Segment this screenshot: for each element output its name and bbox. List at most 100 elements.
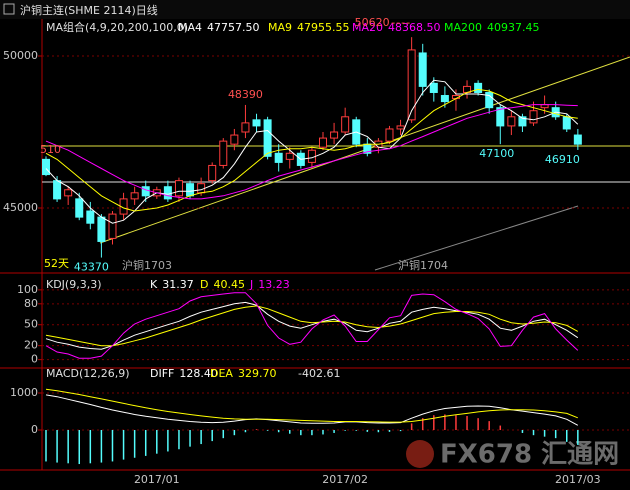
series-line	[45, 388, 578, 423]
candle-body	[263, 119, 272, 157]
legend-name: DIFF	[150, 367, 174, 380]
legend-value: 40937.45	[487, 21, 540, 34]
candle-body	[485, 91, 494, 109]
data-label: 48390	[228, 88, 263, 101]
panel-title: KDJ(9,3,3)	[46, 278, 102, 291]
legend-name: MA200	[444, 21, 482, 34]
candle-body	[108, 213, 117, 239]
legend-name: K	[150, 278, 158, 291]
candle-body	[64, 189, 73, 197]
candle-body	[75, 198, 84, 218]
title-bar	[0, 0, 630, 19]
legend-name: MA20	[352, 21, 383, 34]
legend-name: D	[200, 278, 208, 291]
legend-value: 31.37	[162, 278, 194, 291]
candle-body	[42, 158, 50, 176]
annotation: 510	[40, 143, 61, 156]
y-tick-label: 80	[24, 297, 38, 310]
legend-entry: K 31.37	[150, 278, 194, 291]
legend-value: 128.40	[179, 367, 218, 380]
candle-body	[496, 107, 505, 127]
data-label: 47100	[479, 147, 514, 160]
candle-body	[429, 82, 438, 93]
legend-title: MA组合(4,9,20,200,100,0)	[46, 20, 188, 34]
candle-body	[330, 131, 339, 139]
legend-entry: D 40.45	[200, 278, 245, 291]
candle-body	[219, 140, 228, 166]
candle-body	[418, 52, 427, 87]
legend-name: DEA	[210, 367, 233, 380]
candle-body	[97, 216, 106, 242]
y-tick-label: 0	[31, 423, 38, 436]
candle-body	[562, 116, 571, 130]
candle-body	[396, 125, 405, 130]
candle-body	[440, 95, 449, 103]
candle-body	[174, 180, 183, 197]
y-tick-label: 20	[24, 339, 38, 352]
x-tick-label: 2017/02	[322, 473, 368, 486]
candle-body	[529, 110, 538, 124]
legend-value: 47757.50	[207, 21, 260, 34]
legend-entry: DEA 329.70	[210, 367, 276, 380]
y-tick-label: 1000	[10, 386, 38, 399]
candle-body	[53, 180, 62, 200]
candle-body	[407, 49, 416, 121]
legend-value: -402.61	[298, 367, 340, 380]
candle-body	[319, 137, 327, 148]
series-line	[45, 394, 579, 426]
candle-body	[130, 192, 139, 200]
watermark-logo	[406, 440, 434, 468]
annotation: 沪铜1704	[398, 258, 448, 272]
candle-body	[252, 119, 261, 127]
legend-name: J	[249, 278, 253, 291]
y-tick-label: 45000	[3, 201, 38, 214]
data-label: 46910	[545, 153, 580, 166]
y-tick-label: 50000	[3, 49, 38, 62]
candle-body	[230, 134, 239, 145]
series-line	[45, 305, 579, 347]
candle-body	[474, 82, 483, 93]
legend-name: MA4	[178, 21, 202, 34]
candle-body	[186, 183, 195, 197]
x-tick-label: 2017/01	[134, 473, 180, 486]
watermark: FX678 汇通网	[440, 440, 619, 470]
annotation: 沪铜1703	[122, 258, 172, 272]
candle-body	[274, 152, 283, 163]
title-icon	[3, 3, 15, 15]
panel-title: MACD(12,26,9)	[46, 367, 130, 380]
series-line	[45, 104, 578, 200]
candle-body	[141, 186, 150, 197]
series-line	[45, 292, 579, 359]
legend-name: MA9	[268, 21, 292, 34]
y-tick-label: 100	[17, 283, 38, 296]
y-tick-label: 0	[31, 353, 38, 366]
candle-body	[341, 116, 350, 133]
legend-value: 329.70	[238, 367, 277, 380]
candle-body	[86, 210, 95, 224]
candle-body	[208, 164, 217, 182]
legend-entry: DIFF 128.40	[150, 367, 218, 380]
data-label: 50620	[355, 16, 390, 29]
legend-value: 40.45	[213, 278, 245, 291]
annotation: 52天	[44, 257, 69, 270]
chart-title: 沪铜主连(SHME 2114)日线	[20, 3, 158, 17]
candle-body	[241, 122, 250, 133]
legend-entry: MA200 40937.45	[444, 21, 540, 34]
data-label: 43370	[74, 261, 109, 274]
series-line	[45, 88, 578, 212]
legend-value: 13.23	[258, 278, 290, 291]
candle-body	[573, 134, 582, 145]
legend-value: 47955.55	[297, 21, 350, 34]
x-tick-label: 2017/03	[555, 473, 601, 486]
legend-entry: MA20 48368.50	[352, 21, 441, 34]
legend-entry: J 13.23	[249, 278, 290, 291]
candle-body	[507, 116, 516, 127]
legend-entry: MA9 47955.55	[268, 21, 350, 34]
candle-body	[285, 152, 294, 160]
y-tick-label: 50	[24, 318, 38, 331]
candle-body	[385, 128, 394, 142]
series-line	[45, 301, 579, 350]
